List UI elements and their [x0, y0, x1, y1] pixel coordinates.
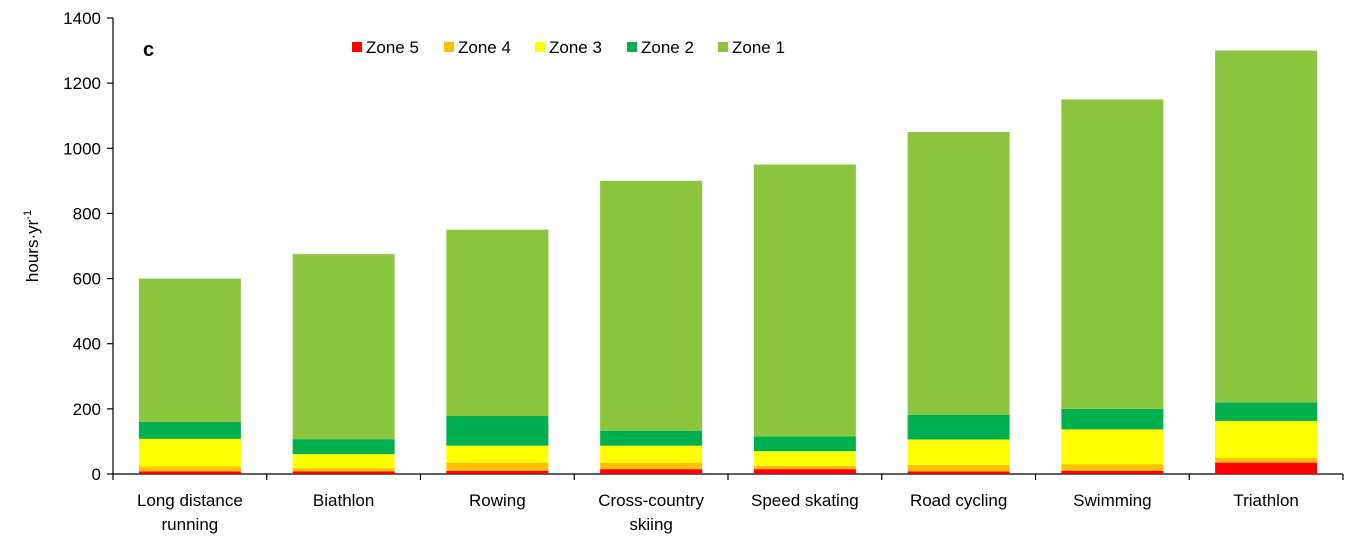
x-tick-label: Road cycling [910, 491, 1007, 510]
legend-swatch [535, 42, 545, 52]
legend-label: Zone 1 [732, 38, 785, 57]
x-tick-label: Rowing [469, 491, 526, 510]
bar-segment-zone-5 [1061, 470, 1164, 474]
bar-segment-zone-3 [1215, 420, 1318, 458]
x-tick-label-line: Speed skating [751, 491, 859, 510]
y-tick-label: 200 [73, 400, 101, 419]
bars [138, 50, 1318, 474]
legend-label: Zone 3 [549, 38, 602, 57]
bar-segment-zone-1 [446, 229, 549, 417]
legend-label: Zone 4 [458, 38, 511, 57]
x-tick-label-line: Cross-country [598, 491, 704, 510]
bar-segment-zone-2 [292, 439, 395, 455]
bar-segment-zone-1 [1061, 99, 1164, 409]
legend-label: Zone 5 [366, 38, 419, 57]
y-tick-label: 800 [73, 204, 101, 223]
x-tick-label-line: Road cycling [910, 491, 1007, 510]
y-tick-label: 1000 [63, 139, 101, 158]
x-tick-label-line: Triathlon [1233, 491, 1299, 510]
bar-segment-zone-5 [138, 471, 241, 474]
bar-segment-zone-4 [446, 462, 549, 471]
bar-segment-zone-2 [138, 421, 241, 439]
bar-segment-zone-2 [446, 416, 549, 446]
bar-segment-zone-4 [907, 464, 1010, 472]
labels: hours·yr-1 c Long distance running Biathlon R… [22, 39, 1299, 534]
y-axis-label-superscript: -1 [22, 210, 34, 220]
bar-segment-zone-2 [600, 430, 703, 446]
bar-segment-zone-3 [753, 451, 856, 466]
bar-segment-zone-5 [753, 469, 856, 474]
y-tick-label: 400 [73, 335, 101, 354]
bar-segment-zone-1 [1215, 50, 1318, 403]
y-tick-label: 0 [92, 465, 101, 484]
bar-segment-zone-2 [753, 436, 856, 452]
bar-segment-zone-5 [292, 471, 395, 474]
x-tick-label-line: skiing [629, 515, 672, 534]
x-tick-label: Swimming [1073, 491, 1151, 510]
y-tick-label: 600 [73, 270, 101, 289]
bar-segment-zone-2 [1215, 402, 1318, 421]
bar-segment-zone-1 [600, 180, 703, 431]
bar-segment-zone-3 [907, 439, 1010, 465]
legend-swatch [444, 42, 454, 52]
y-axis-label: hours·yr-1 [22, 210, 42, 282]
bar-segment-zone-1 [907, 132, 1010, 415]
bar-segment-zone-4 [138, 466, 241, 472]
bar-segment-zone-3 [292, 454, 395, 469]
bar-segment-zone-2 [1061, 408, 1164, 430]
x-tick-label-line: Biathlon [313, 491, 374, 510]
bar-segment-zone-4 [1215, 457, 1318, 463]
y-tick-label: 1200 [63, 74, 101, 93]
x-tick-label-line: Long distance [137, 491, 243, 510]
bar-segment-zone-3 [138, 438, 241, 467]
x-tick-label: Cross-country skiing [598, 491, 704, 534]
legend-swatch [718, 42, 728, 52]
bar-segment-zone-4 [600, 462, 703, 470]
bar-segment-zone-5 [446, 470, 549, 474]
bar-segment-zone-1 [753, 164, 856, 437]
bar-segment-zone-4 [292, 468, 395, 472]
bar-segment-zone-2 [907, 414, 1010, 440]
bar-segment-zone-3 [446, 445, 549, 463]
legend-swatch [627, 42, 637, 52]
bar-segment-zone-1 [138, 278, 241, 422]
bar-segment-zone-5 [600, 469, 703, 474]
x-tick-label-line: Rowing [469, 491, 526, 510]
x-tick-label-line: running [162, 515, 219, 534]
x-tick-label: Triathlon [1233, 491, 1299, 510]
x-tick-label-line: Swimming [1073, 491, 1151, 510]
x-tick-label: Speed skating [751, 491, 859, 510]
bar-segment-zone-3 [600, 445, 703, 463]
bar-segment-zone-1 [292, 254, 395, 440]
y-tick-label: 1400 [63, 9, 101, 28]
y-axis-label-text: hours·yr [23, 219, 42, 282]
bar-segment-zone-5 [1215, 462, 1318, 474]
bar-segment-zone-4 [1061, 464, 1164, 471]
panel-label: c [143, 39, 154, 61]
bar-segment-zone-3 [1061, 429, 1164, 465]
legend: Zone 5 Zone 4 Zone 3 Zone 2 Zone 1 [352, 38, 785, 57]
bar-segment-zone-4 [753, 465, 856, 470]
bar-segment-zone-5 [907, 471, 1010, 474]
x-tick-label: Long distance running [137, 491, 243, 534]
legend-swatch [352, 42, 362, 52]
legend-label: Zone 2 [641, 38, 694, 57]
x-tick-label: Biathlon [313, 491, 374, 510]
